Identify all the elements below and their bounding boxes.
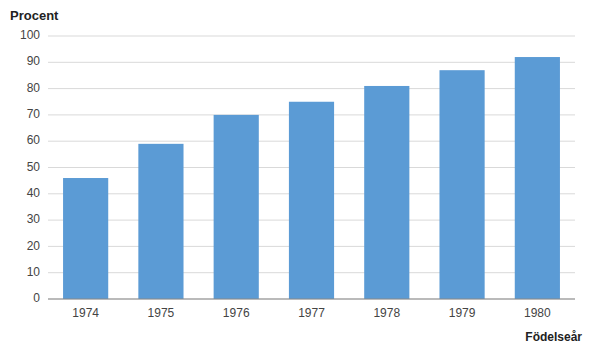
x-tick-label: 1974 <box>72 306 99 320</box>
bar <box>364 86 409 299</box>
bars <box>63 57 560 299</box>
bar <box>214 115 259 299</box>
y-tick-label: 40 <box>27 186 41 200</box>
y-tick-label: 30 <box>27 212 41 226</box>
bar <box>63 178 108 299</box>
x-tick-label: 1975 <box>148 306 175 320</box>
bar <box>138 144 183 299</box>
y-tick-label: 70 <box>27 107 41 121</box>
x-axis-line <box>48 299 575 300</box>
grid-line <box>48 88 575 89</box>
bar <box>289 102 334 299</box>
y-tick-label: 0 <box>33 291 40 305</box>
grid-line <box>48 36 575 37</box>
y-tick-label: 10 <box>27 265 41 279</box>
y-tick-label: 50 <box>27 160 41 174</box>
y-tick-label: 80 <box>27 81 41 95</box>
x-tick-label: 1977 <box>298 306 325 320</box>
bar <box>515 57 560 299</box>
y-axis: 0 10 20 30 40 50 60 70 80 90 100 <box>20 28 40 305</box>
x-axis-label: Födelseår <box>525 330 582 344</box>
y-tick-label: 20 <box>27 239 41 253</box>
y-tick-label: 90 <box>27 54 41 68</box>
bar <box>439 70 484 299</box>
x-axis: 1974 1975 1976 1977 1978 1979 1980 <box>72 306 551 320</box>
chart-container: 0102030405060708090100197419751976197719… <box>0 0 590 349</box>
chart: 0102030405060708090100197419751976197719… <box>0 0 590 349</box>
y-tick-label: 100 <box>20 28 40 42</box>
y-tick-label: 60 <box>27 133 41 147</box>
x-tick-label: 1978 <box>373 306 400 320</box>
y-axis-label: Procent <box>10 8 59 23</box>
x-tick-label: 1976 <box>223 306 250 320</box>
x-tick-label: 1979 <box>449 306 476 320</box>
grid <box>48 36 575 299</box>
grid-line <box>48 62 575 63</box>
grid-line <box>48 299 575 300</box>
x-tick-label: 1980 <box>524 306 551 320</box>
